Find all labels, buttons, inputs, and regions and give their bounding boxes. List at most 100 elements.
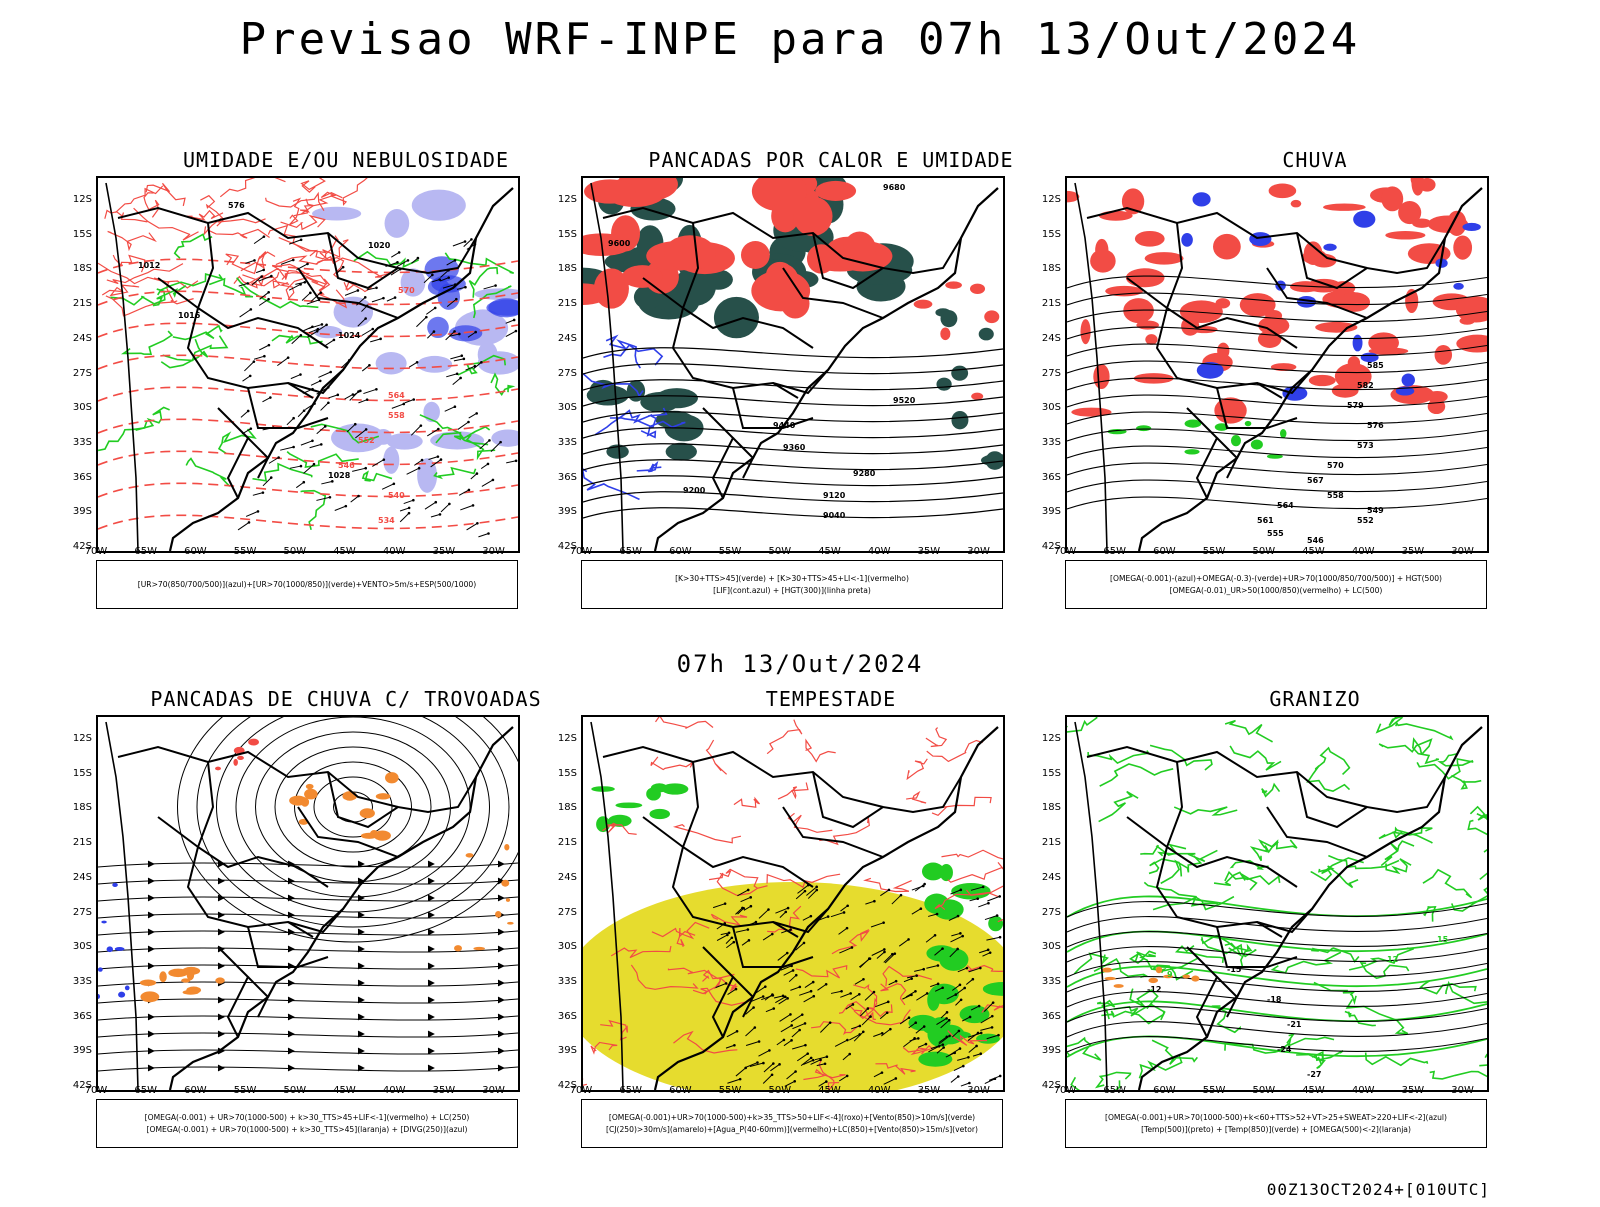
lon-tick-label: 70W <box>569 546 593 557</box>
legend-line: [OMEGA(-0.001) + UR>70(1000-500) + k>30_… <box>144 1112 470 1122</box>
panel-title: UMIDADE E/OU NEBULOSIDADE <box>182 148 510 172</box>
map-frame <box>581 715 1005 1092</box>
lon-tick-label: 70W <box>1053 546 1077 557</box>
legend-box: [UR>70(850/700/500)](azul)+[UR>70(1000/8… <box>96 560 518 609</box>
lon-tick-label: 30W <box>482 546 505 557</box>
contour-label: 552 <box>358 436 375 445</box>
lon-tick-label: 40W <box>382 1085 406 1096</box>
lat-tick-label: 33S <box>557 975 577 987</box>
lon-tick-label: 40W <box>867 546 891 557</box>
lat-tick-label: 30S <box>72 402 92 414</box>
contour-label: 9040 <box>823 511 846 520</box>
lat-tick-label: 42S <box>72 1080 92 1091</box>
lat-tick-label: 24S <box>557 871 577 883</box>
contour-label: 1028 <box>328 471 351 480</box>
lat-tick-label: 24S <box>1041 332 1061 344</box>
lon-tick-label: 30W <box>967 1085 990 1096</box>
lat-tick-label: 12S <box>72 733 92 744</box>
lon-tick-label: 55W <box>233 1085 257 1096</box>
panel-title: GRANIZO <box>1269 687 1361 711</box>
contour-label: 582 <box>1357 381 1374 390</box>
lat-tick-label: 27S <box>557 906 577 918</box>
lon-tick-label: 70W <box>84 1085 108 1096</box>
lat-tick-label: 42S <box>557 1080 577 1091</box>
lon-tick-label: 50W <box>1252 546 1276 557</box>
lon-tick-label: 55W <box>233 546 257 557</box>
lon-tick-label: 60W <box>184 1085 207 1096</box>
lon-tick-label: 30W <box>482 1085 505 1096</box>
contour-label: 558 <box>1327 491 1344 500</box>
contour-label: 573 <box>1357 441 1374 450</box>
lon-tick-label: 40W <box>1351 1085 1375 1096</box>
lon-tick-label: 65W <box>619 546 642 557</box>
lon-tick-label: 45W <box>818 546 841 557</box>
lat-tick-label: 15S <box>1041 767 1061 779</box>
contour-label: -18 <box>1267 995 1282 1004</box>
contour-label: 567 <box>1307 476 1324 485</box>
lat-tick-label: 42S <box>1041 1080 1061 1091</box>
lat-tick-label: 24S <box>72 332 92 344</box>
contour-label: 9680 <box>883 183 906 192</box>
map-canvas: 1016 1020 1012 1024 1028 576 570 564 558 552 546 54… <box>98 178 518 551</box>
lon-tick-label: 50W <box>1252 1085 1276 1096</box>
lon-tick-label: 35W <box>1401 546 1425 557</box>
lat-tick-label: 12S <box>557 733 577 744</box>
lat-tick-label: 21S <box>1041 837 1061 849</box>
contour-label: 9600 <box>608 239 631 248</box>
legend-line: [OMEGA(-0.01)_UR>50(1000/850)(vermelho) … <box>1169 585 1383 595</box>
map-frame: -12 -15 -18 -21 -24 -27 15 12 9 <box>1065 715 1489 1092</box>
contour-label: 1012 <box>138 261 160 270</box>
lat-tick-label: 27S <box>72 906 92 918</box>
panel-pancadas-trovoadas: PANCADAS DE CHUVA C/ TROVOADAS 12S 15S 18S 2… <box>73 687 596 1207</box>
lat-tick-label: 18S <box>72 802 92 814</box>
lon-tick-label: 50W <box>283 546 307 557</box>
lat-tick-label: 21S <box>1041 298 1061 310</box>
contour-label: 555 <box>1267 529 1284 538</box>
legend-box: [K>30+TTS>45](verde) + [K>30+TTS>45+LI<-… <box>581 560 1003 609</box>
lat-tick-label: 33S <box>72 975 92 987</box>
lon-tick-label: 55W <box>1202 1085 1226 1096</box>
lat-tick-label: 24S <box>72 871 92 883</box>
lon-tick-label: 65W <box>1103 1085 1126 1096</box>
lat-tick-label: 39S <box>72 1045 92 1057</box>
contour-label: 540 <box>388 491 405 500</box>
contour-label: 558 <box>388 411 405 420</box>
map-canvas: 9680 9600 9520 9440 9360 9280 9200 9120 9040 <box>583 178 1003 551</box>
panel-umidade: UMIDADE E/OU NEBULOSIDADE 1016 1020 1012 102… <box>73 148 596 668</box>
contour-label: 9440 <box>773 421 796 430</box>
lat-tick-label: 27S <box>1041 906 1061 918</box>
contour-label: -27 <box>1307 1070 1321 1079</box>
contour-label: 579 <box>1347 401 1364 410</box>
map-frame: 9680 9600 9520 9440 9360 9280 9200 9120 9040 <box>581 176 1005 553</box>
contour-label: 576 <box>228 201 245 210</box>
legend-line: [K>30+TTS>45](verde) + [K>30+TTS>45+LI<-… <box>675 573 909 583</box>
map-canvas: -12 -15 -18 -21 -24 -27 15 12 9 <box>1067 717 1487 1090</box>
forecast-date-label: 07h 13/Out/2024 <box>676 650 924 678</box>
lon-tick-label: 60W <box>669 546 692 557</box>
lat-tick-label: 33S <box>1041 436 1061 448</box>
lat-tick-label: 18S <box>557 263 577 275</box>
lon-tick-label: 70W <box>1053 1085 1077 1096</box>
lat-tick-label: 12S <box>72 194 92 205</box>
panel-title: PANCADAS POR CALOR E UMIDADE <box>648 148 1014 172</box>
contour-label: 534 <box>378 516 395 525</box>
lat-tick-label: 27S <box>557 367 577 379</box>
lat-tick-label: 30S <box>557 941 577 953</box>
lon-tick-label: 35W <box>1401 1085 1425 1096</box>
lat-tick-label: 27S <box>72 367 92 379</box>
lat-tick-label: 18S <box>1041 263 1061 275</box>
lat-tick-label: 36S <box>557 1010 577 1022</box>
lat-tick-label: 15S <box>557 228 577 240</box>
run-timestamp: 00Z13OCT2024+[010UTC] <box>1266 1180 1490 1199</box>
legend-line: [OMEGA(-0.001) + UR>70(1000-500) + k>30_… <box>146 1124 468 1134</box>
lon-tick-label: 65W <box>134 1085 157 1096</box>
lat-tick-label: 21S <box>72 298 92 310</box>
panel-title: CHUVA <box>1282 148 1348 172</box>
contour-label: 9360 <box>783 443 806 452</box>
contour-label: 9520 <box>893 396 916 405</box>
lat-tick-label: 21S <box>557 298 577 310</box>
lon-tick-label: 35W <box>432 546 456 557</box>
map-frame <box>96 715 520 1092</box>
lat-tick-label: 36S <box>1041 1010 1061 1022</box>
lon-tick-label: 30W <box>967 546 990 557</box>
